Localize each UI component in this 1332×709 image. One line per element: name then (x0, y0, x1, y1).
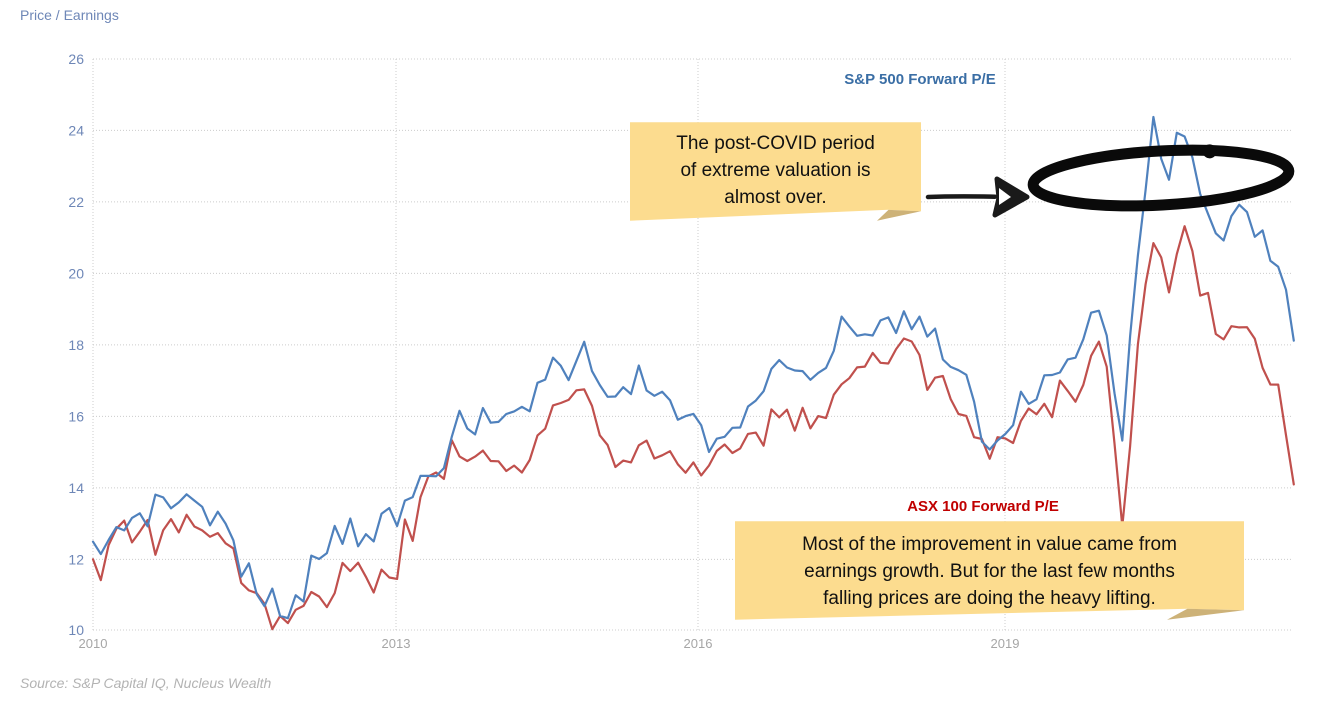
svg-text:24: 24 (68, 122, 84, 138)
svg-text:2010: 2010 (79, 636, 108, 651)
svg-text:Source: S&P Capital IQ, Nucleu: Source: S&P Capital IQ, Nucleus Wealth (20, 675, 272, 691)
svg-text:26: 26 (68, 51, 84, 67)
svg-text:14: 14 (68, 480, 84, 496)
svg-text:16: 16 (68, 408, 84, 424)
svg-text:ASX 100 Forward P/E: ASX 100 Forward P/E (907, 498, 1059, 515)
svg-text:2016: 2016 (684, 636, 713, 651)
svg-text:18: 18 (68, 337, 84, 353)
svg-text:Price / Earnings: Price / Earnings (20, 7, 119, 23)
svg-text:2013: 2013 (382, 636, 411, 651)
svg-text:2019: 2019 (991, 636, 1020, 651)
svg-text:20: 20 (68, 265, 84, 281)
svg-text:22: 22 (68, 194, 84, 210)
svg-text:12: 12 (68, 551, 84, 567)
svg-text:S&P 500 Forward P/E: S&P 500 Forward P/E (844, 71, 995, 88)
